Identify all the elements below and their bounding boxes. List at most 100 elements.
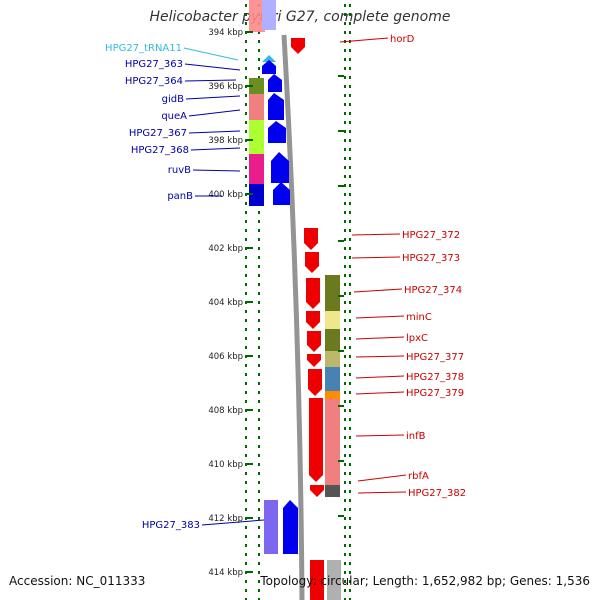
track-dot [258,472,260,475]
track-dot [349,508,351,511]
gene-arrow [308,369,322,396]
leader-line [357,474,407,482]
track-dot [349,112,351,115]
track-dot [344,211,346,214]
tick-label: 394 kbp [208,28,243,38]
track-dot [344,310,346,313]
gene-arrow [307,331,321,352]
tick-mark [338,460,344,462]
backbone-curve [281,34,305,600]
track-dot [349,454,351,457]
track-dot [349,400,351,403]
track-dot [245,526,247,529]
track-dot [344,454,346,457]
track-dot [344,436,346,439]
track-dot [245,40,247,43]
track-dot [245,562,247,565]
track-dot [344,157,346,160]
track-dot [349,409,351,412]
left-cog-column [249,0,278,554]
track-dot [245,157,247,160]
track-dot [258,400,260,403]
track-dot [245,580,247,583]
tick-mark [247,85,253,87]
track-dot [258,445,260,448]
track-dot [344,481,346,484]
track-dot [344,274,346,277]
track-dot [245,400,247,403]
track-dot [245,553,247,556]
track-dot [344,238,346,241]
tick-mark [338,185,344,187]
cog-block [249,120,264,154]
track-dot [258,544,260,547]
genome-summary-text: Topology: circular; Length: 1,652,982 bp… [260,574,590,588]
leader-line [192,169,241,172]
track-dot [349,247,351,250]
track-dot [344,256,346,259]
track-dot [245,301,247,304]
track-dot [349,166,351,169]
track-dot [245,319,247,322]
track-dot [344,31,346,34]
track-dot [349,76,351,79]
track-dot [245,67,247,70]
cog-block [325,275,340,311]
track-dot [344,463,346,466]
cog-block [264,500,278,554]
kbp-ticks: 394 kbp 396 kbp 398 kbp 400 kbp 402 kbp 404 k… [208,28,344,578]
tick-label: 396 kbp [208,82,243,92]
track-dot [349,481,351,484]
genome-title: Helicobacter pylori G27, complete genome [149,9,451,25]
gene-arrow [305,252,319,273]
gene-arrow [262,0,276,30]
gene-label: HPG27_383 [142,520,200,531]
track-dot [344,598,346,600]
track-dot [245,535,247,538]
track-dot [258,274,260,277]
track-dot [245,193,247,196]
track-dot [245,175,247,178]
track-dot [349,553,351,556]
track-dot [258,490,260,493]
track-dot [245,148,247,151]
track-dot [349,58,351,61]
gene-label: HPG27_372 [402,230,460,241]
track-dot [349,85,351,88]
track-dot [344,148,346,151]
tick-label: 402 kbp [208,244,243,254]
tick-mark [338,515,344,517]
track-dot [245,472,247,475]
leader-line [188,130,241,134]
track-dot [245,31,247,34]
track-dot [245,427,247,430]
track-dot [344,193,346,196]
track-dot [245,265,247,268]
tick-mark [338,350,344,352]
leader-line [351,233,401,236]
track-dot [344,58,346,61]
track-dot [349,175,351,178]
track-dot [349,292,351,295]
gene-label: horD [390,34,415,45]
left-gene-labels: HPG27_tRNA11 HPG27_363 HPG27_364 gidB queA HP… [105,43,265,531]
track-dot [245,256,247,259]
gene-arrow [271,152,289,183]
track-dot [258,526,260,529]
cog-block [249,154,264,184]
track-dot [245,202,247,205]
track-dot [258,301,260,304]
reverse-genes [291,38,324,600]
track-dot [245,454,247,457]
track-dot [245,103,247,106]
track-dot [344,553,346,556]
tick-mark [247,247,253,249]
track-dot [344,373,346,376]
track-dot [344,184,346,187]
tick-mark [247,517,253,519]
track-dot [258,553,260,556]
tick-label: 400 kbp [208,190,243,200]
track-dot [245,49,247,52]
leader-line [201,519,265,526]
track-dot [245,517,247,520]
